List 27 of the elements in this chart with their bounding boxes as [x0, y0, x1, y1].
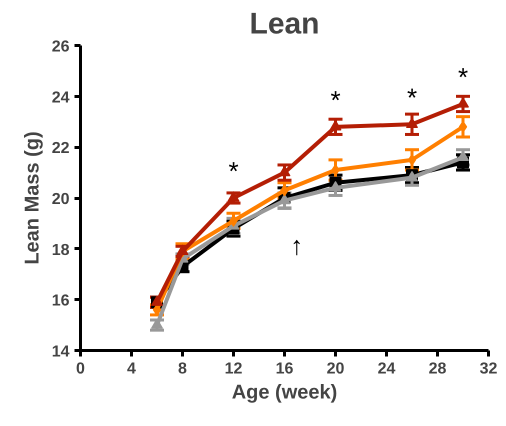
annotation: * — [330, 84, 341, 115]
point — [330, 180, 342, 192]
x-tick-label: 20 — [326, 360, 344, 378]
x-tick-label: 24 — [378, 360, 396, 378]
point — [228, 191, 240, 202]
point — [151, 295, 163, 306]
x-tick-label: 12 — [224, 360, 242, 378]
annotation: ↑ — [290, 230, 304, 260]
y-tick-label: 16 — [52, 292, 70, 310]
y-tick-label: 18 — [52, 242, 70, 259]
x-tick-label: 0 — [76, 360, 86, 378]
y-tick-label: 22 — [52, 140, 70, 158]
y-tick-label: 26 — [52, 38, 70, 56]
chart-title: Lean — [249, 8, 320, 40]
y-tick-label: 14 — [52, 344, 70, 360]
x-tick-label: 28 — [428, 360, 446, 378]
x-tick-label: 4 — [127, 360, 136, 378]
y-tick-label: 24 — [52, 89, 70, 106]
annotation: * — [406, 82, 418, 112]
x-tick-label: 32 — [480, 360, 498, 378]
annotation: * — [228, 156, 239, 186]
x-tick-label: 8 — [178, 360, 188, 378]
annotation: * — [458, 62, 468, 92]
x-tick-label: 16 — [276, 360, 294, 378]
y-axis-title: Lean Mass (g) — [22, 131, 44, 265]
x-axis-title: Age (week) — [232, 382, 338, 404]
y-tick-label: 20 — [52, 191, 70, 208]
